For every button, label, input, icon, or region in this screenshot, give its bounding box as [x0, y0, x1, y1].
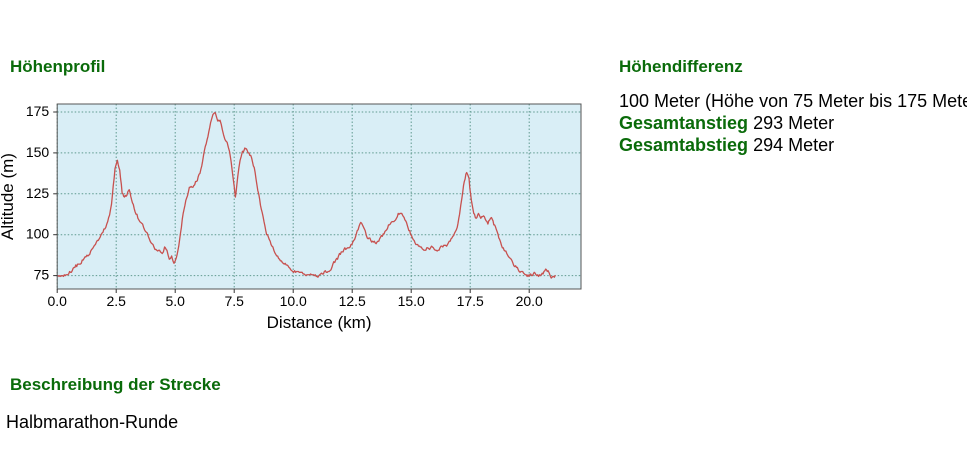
svg-text:2.5: 2.5	[106, 293, 126, 309]
svg-text:17.5: 17.5	[457, 293, 484, 309]
svg-text:7.5: 7.5	[224, 293, 244, 309]
svg-text:175: 175	[26, 103, 50, 119]
svg-text:150: 150	[26, 144, 50, 160]
svg-text:75: 75	[34, 267, 50, 283]
svg-text:12.5: 12.5	[339, 293, 366, 309]
svg-text:100: 100	[26, 226, 50, 242]
svg-text:5.0: 5.0	[165, 293, 185, 309]
svg-text:15.0: 15.0	[398, 293, 425, 309]
svg-text:Distance (km): Distance (km)	[267, 313, 372, 332]
svg-text:0.0: 0.0	[47, 293, 67, 309]
svg-text:20.0: 20.0	[516, 293, 543, 309]
svg-text:Altitude (m): Altitude (m)	[0, 153, 17, 240]
svg-text:125: 125	[26, 185, 50, 201]
svg-text:10.0: 10.0	[280, 293, 307, 309]
